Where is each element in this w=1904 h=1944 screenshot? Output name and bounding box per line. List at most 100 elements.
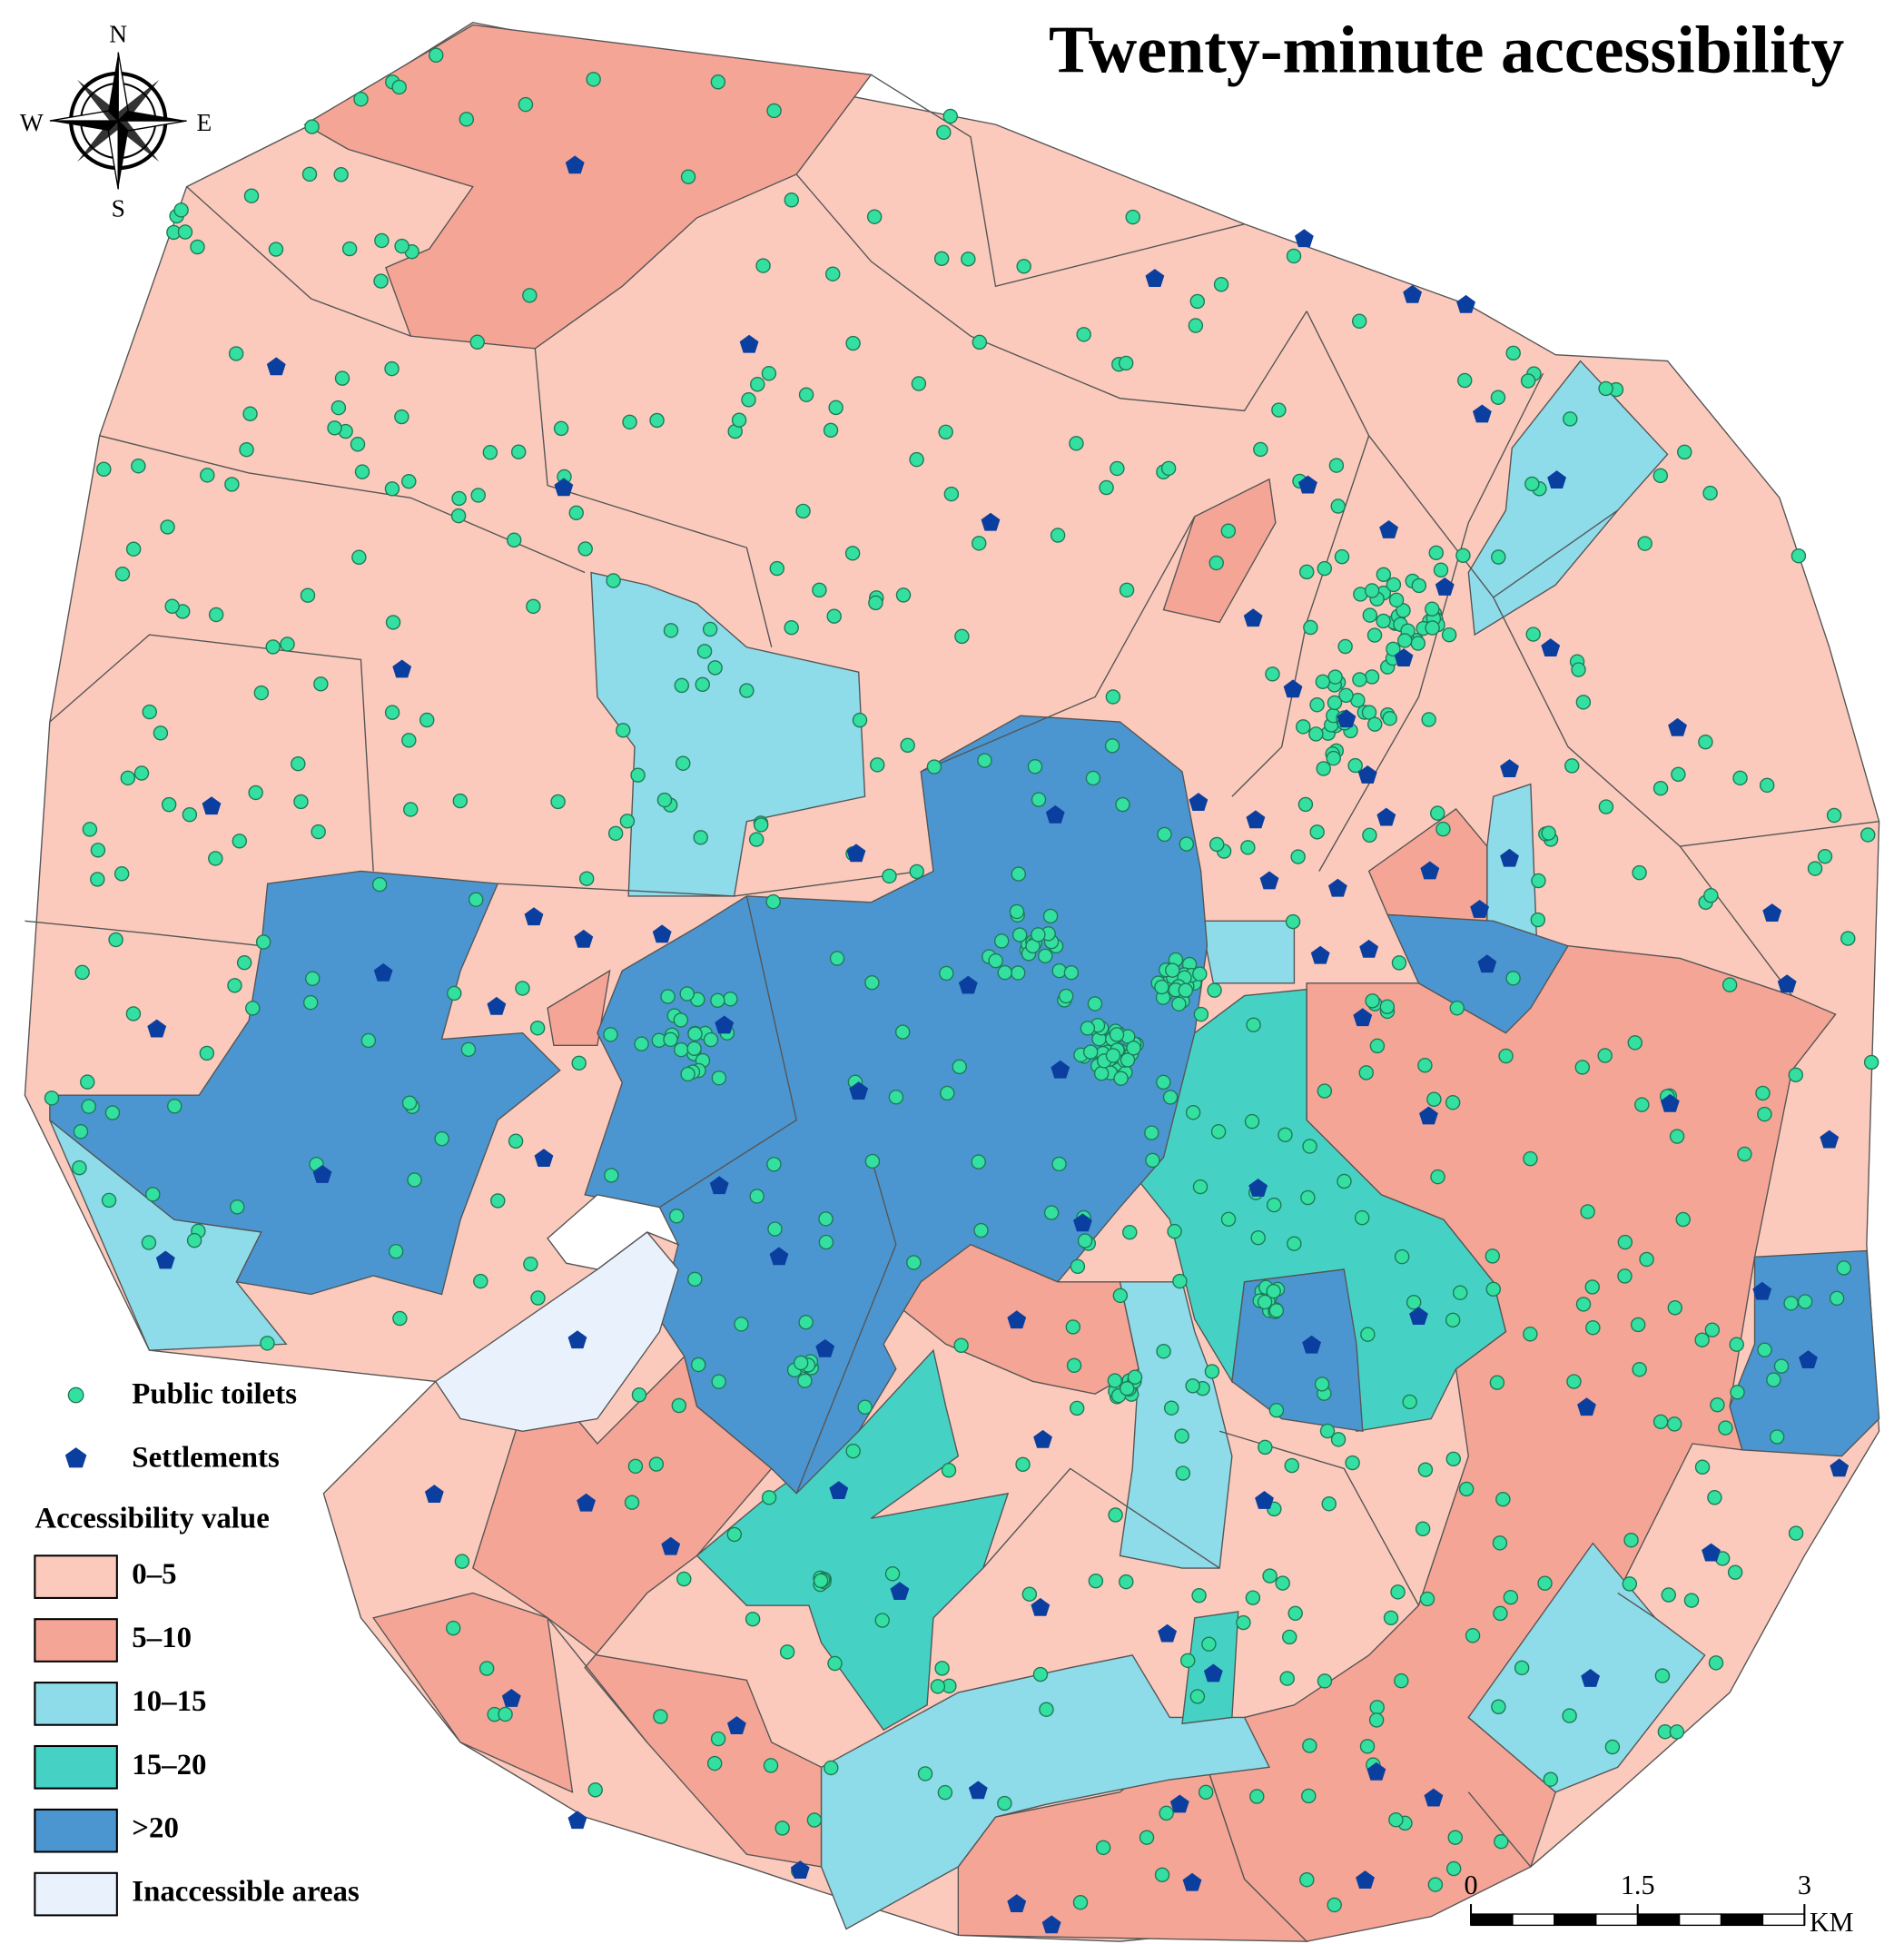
toilet bbox=[868, 595, 883, 611]
settlement bbox=[1337, 709, 1356, 728]
toilet bbox=[394, 409, 409, 425]
toilet bbox=[1694, 1332, 1710, 1347]
toilet bbox=[1402, 1394, 1417, 1410]
toilet bbox=[624, 1495, 640, 1510]
toilet bbox=[1430, 805, 1445, 821]
toilet bbox=[824, 1760, 839, 1776]
toilet bbox=[330, 400, 347, 416]
district bbox=[1199, 920, 1296, 984]
scale-segment bbox=[1678, 1913, 1722, 1927]
settlement bbox=[661, 1536, 681, 1555]
toilet bbox=[1797, 1294, 1813, 1309]
toilet bbox=[1236, 1614, 1251, 1631]
toilet bbox=[1240, 840, 1256, 855]
toilet bbox=[1009, 903, 1025, 920]
toilet bbox=[1163, 1400, 1179, 1416]
toilet bbox=[1337, 638, 1353, 655]
toilet bbox=[616, 723, 631, 738]
toilet bbox=[1457, 372, 1473, 389]
toilet bbox=[1266, 1283, 1281, 1299]
toilet bbox=[384, 705, 400, 720]
toilet bbox=[726, 1526, 743, 1543]
settlement bbox=[202, 796, 222, 815]
toilet bbox=[133, 765, 150, 781]
toilet bbox=[779, 1644, 795, 1660]
settlement bbox=[1007, 1894, 1027, 1912]
toilet bbox=[1185, 1378, 1200, 1394]
toilet bbox=[1491, 549, 1506, 565]
scale-label: 0 bbox=[1464, 1870, 1477, 1900]
toilet bbox=[1489, 1375, 1505, 1390]
settlement bbox=[1298, 475, 1317, 494]
toilet bbox=[619, 814, 636, 829]
toilet bbox=[1139, 1830, 1155, 1845]
toilet bbox=[1287, 1605, 1303, 1622]
toilet bbox=[1368, 1712, 1385, 1728]
toilet bbox=[749, 1189, 765, 1204]
toilet bbox=[1503, 1589, 1519, 1605]
toilet bbox=[265, 639, 281, 655]
toilet bbox=[1369, 1038, 1386, 1054]
settlement bbox=[846, 844, 866, 863]
toilet bbox=[1376, 567, 1392, 583]
toilet bbox=[515, 981, 530, 996]
settlement bbox=[1820, 1130, 1840, 1149]
toilet bbox=[933, 251, 950, 267]
toilet bbox=[1220, 523, 1237, 538]
toilet bbox=[1011, 866, 1026, 882]
compass-w: W bbox=[20, 109, 44, 136]
toilet bbox=[1417, 1058, 1433, 1073]
toilet bbox=[1125, 209, 1140, 225]
toilet bbox=[1087, 996, 1103, 1011]
toilet bbox=[710, 992, 725, 1009]
toilet bbox=[450, 508, 467, 524]
toilet bbox=[936, 124, 952, 141]
settlement bbox=[1762, 903, 1782, 922]
toilet bbox=[1345, 1455, 1360, 1471]
toilet bbox=[739, 683, 755, 698]
toilet bbox=[731, 412, 747, 428]
toilet bbox=[1388, 1811, 1404, 1828]
toilet bbox=[1088, 1573, 1104, 1589]
toilet bbox=[1425, 620, 1440, 636]
toilet bbox=[1386, 641, 1401, 657]
toilet bbox=[1160, 460, 1177, 477]
toilet bbox=[1492, 1535, 1508, 1551]
toilet bbox=[977, 753, 992, 768]
toilet bbox=[1315, 674, 1331, 690]
toilet bbox=[1360, 1327, 1376, 1342]
district bbox=[547, 1194, 680, 1270]
toilet bbox=[1427, 1877, 1444, 1892]
toilet bbox=[1154, 1867, 1170, 1883]
settlement bbox=[565, 155, 585, 174]
toilet bbox=[208, 851, 223, 866]
toilet bbox=[971, 1154, 986, 1169]
toilet bbox=[1426, 1091, 1442, 1107]
toilet bbox=[823, 422, 839, 439]
toilet bbox=[1178, 982, 1194, 998]
scale-segment bbox=[1554, 1913, 1597, 1927]
toilet bbox=[1390, 1584, 1406, 1600]
toilet bbox=[384, 481, 400, 497]
toilet bbox=[305, 971, 321, 986]
toilet bbox=[1632, 864, 1647, 881]
toilet bbox=[937, 1784, 953, 1801]
toilet bbox=[1710, 1396, 1725, 1413]
toilet bbox=[334, 370, 350, 386]
toilet bbox=[1445, 1860, 1462, 1877]
toilet bbox=[917, 1766, 933, 1781]
toilet bbox=[553, 420, 569, 437]
toilet bbox=[468, 892, 484, 907]
toilet bbox=[1428, 545, 1444, 561]
toilet bbox=[394, 238, 409, 254]
settlement bbox=[424, 1485, 444, 1504]
toilet bbox=[1425, 601, 1440, 617]
toilet bbox=[1085, 770, 1101, 786]
toilet bbox=[1654, 1668, 1671, 1683]
legend-swatch bbox=[34, 1871, 118, 1917]
settlement bbox=[849, 1081, 869, 1100]
toilet bbox=[1525, 627, 1541, 642]
toilet bbox=[1704, 1322, 1721, 1337]
toilet bbox=[1010, 965, 1026, 981]
toilet bbox=[114, 566, 131, 582]
